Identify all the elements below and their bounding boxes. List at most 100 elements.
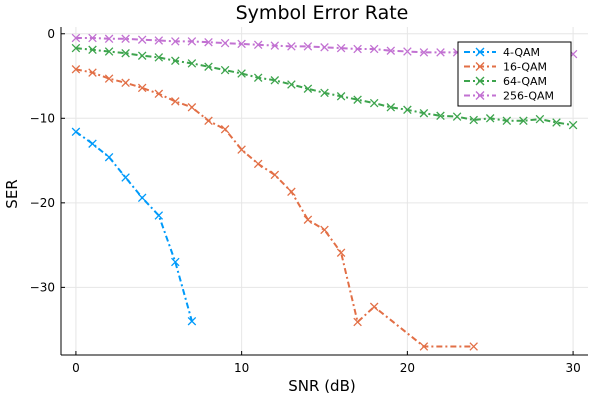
data-point [303, 84, 313, 93]
data-point [419, 48, 429, 57]
data-point [568, 120, 578, 130]
data-point [253, 73, 263, 82]
series-line [75, 68, 474, 348]
data-point [320, 88, 329, 98]
data-point [485, 114, 495, 123]
series-64-QAM [71, 43, 578, 130]
x-tick-label: 20 [400, 361, 415, 375]
data-point [171, 56, 180, 66]
data-point [121, 78, 130, 88]
data-point [386, 103, 396, 112]
series-16-QAM [71, 65, 478, 351]
y-tick-label: −30 [30, 280, 55, 294]
data-point [353, 44, 362, 54]
data-point [386, 46, 396, 55]
legend-swatch-marker [475, 76, 485, 86]
data-point [88, 139, 97, 148]
data-point [287, 187, 296, 197]
data-point [369, 98, 379, 108]
data-point [519, 116, 528, 126]
data-point [104, 152, 114, 162]
data-point [287, 80, 296, 89]
data-point [353, 95, 362, 104]
data-point [403, 47, 412, 56]
data-point [121, 48, 130, 58]
data-point [171, 37, 180, 46]
data-point [270, 76, 280, 85]
x-tick-label: 30 [565, 361, 580, 375]
data-point [187, 37, 197, 46]
x-tick-label: 10 [234, 361, 249, 375]
axes: 0 10 20 30 0 −10 −20 −30 [30, 27, 588, 375]
legend-label: 16-QAM [503, 61, 547, 74]
data-point [104, 74, 114, 83]
grid [61, 27, 588, 355]
data-point [369, 44, 379, 54]
data-point [121, 34, 130, 44]
data-point [137, 35, 147, 44]
data-point [204, 37, 213, 47]
legend-box [457, 41, 572, 107]
data-point [71, 127, 81, 137]
data-point [303, 215, 313, 224]
data-point [71, 33, 81, 43]
series-4-QAM [71, 127, 197, 326]
data-point [270, 170, 280, 180]
data-point [88, 33, 97, 43]
data-point [419, 108, 429, 118]
x-tick-label: 0 [72, 361, 80, 375]
series-256-QAM [71, 33, 578, 60]
data-point [253, 159, 263, 169]
data-point [220, 65, 230, 75]
data-point [336, 43, 346, 53]
data-point [353, 317, 362, 327]
data-point [104, 47, 114, 56]
data-point [436, 111, 445, 121]
data-point [237, 39, 246, 49]
series-group [71, 33, 578, 351]
data-point [320, 43, 329, 52]
data-point [336, 92, 346, 101]
y-axis-label: SER [3, 179, 21, 208]
legend-label: 256-QAM [503, 90, 554, 103]
data-point [369, 302, 379, 312]
data-point [71, 43, 81, 53]
data-point [154, 53, 164, 62]
data-point [535, 114, 545, 124]
data-point [336, 248, 346, 257]
legend-label: 64-QAM [503, 75, 547, 88]
data-point [270, 41, 280, 50]
data-point [104, 34, 114, 44]
data-point [171, 257, 180, 267]
data-point [121, 173, 130, 182]
data-point [204, 116, 213, 126]
data-point [552, 118, 561, 127]
data-point [452, 112, 462, 121]
data-point [403, 105, 412, 115]
data-point [88, 68, 97, 77]
data-point [469, 342, 478, 351]
legend-swatch-marker [475, 62, 485, 71]
data-point [237, 145, 246, 154]
data-point [154, 89, 164, 99]
y-tick-label: 0 [47, 27, 55, 41]
data-point [154, 36, 164, 45]
data-point [171, 97, 180, 106]
data-point [303, 42, 313, 51]
legend-swatch-marker [475, 91, 485, 100]
legend-label: 4-QAM [503, 46, 540, 59]
data-point [137, 83, 147, 93]
data-point [204, 62, 213, 71]
data-point [253, 40, 263, 50]
data-point [419, 342, 429, 351]
y-tick-label: −20 [30, 196, 55, 210]
data-point [187, 103, 197, 112]
data-point [187, 59, 197, 68]
data-point [137, 193, 147, 203]
data-point [502, 116, 512, 126]
data-point [220, 38, 230, 48]
data-point [137, 51, 147, 60]
legend-swatch-marker [475, 47, 485, 57]
